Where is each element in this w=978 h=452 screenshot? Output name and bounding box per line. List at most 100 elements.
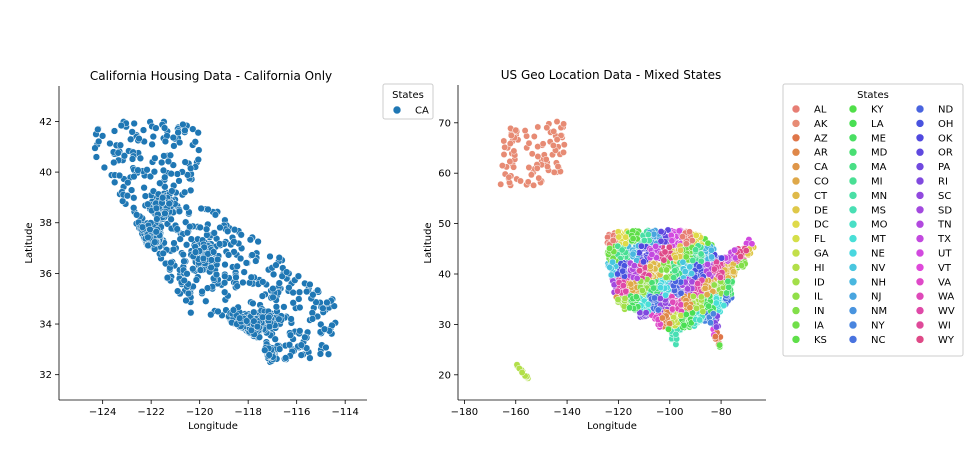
data-point xyxy=(648,251,656,258)
legend-label: ME xyxy=(871,133,886,144)
x-tick-label: −122 xyxy=(137,407,164,418)
data-point-ca xyxy=(163,274,172,282)
scatter-points xyxy=(497,118,758,382)
data-point-ca xyxy=(275,279,283,287)
data-point-ca xyxy=(269,285,277,293)
data-point-ca xyxy=(285,284,293,292)
legend-label: OH xyxy=(938,119,953,130)
legend-label: AR xyxy=(814,148,828,159)
legend-marker xyxy=(848,219,858,229)
data-point xyxy=(632,293,640,301)
data-point-ca xyxy=(169,161,177,169)
data-point-ca xyxy=(297,351,305,359)
legend-label: MI xyxy=(871,177,883,188)
data-point-ca xyxy=(119,197,127,205)
data-point xyxy=(666,320,674,328)
legend-marker xyxy=(848,119,858,128)
legend-label: DE xyxy=(814,205,828,216)
legend-marker xyxy=(915,291,925,301)
data-point-ca xyxy=(196,223,204,232)
data-point-ak xyxy=(533,164,541,172)
data-point-ca xyxy=(159,166,168,175)
legend-label: HI xyxy=(814,263,824,274)
chart-title: US Geo Location Data - Mixed States xyxy=(501,68,721,82)
legend-marker xyxy=(915,119,925,128)
data-point xyxy=(677,246,685,254)
y-tick-label: 34 xyxy=(39,320,52,331)
data-point-ca xyxy=(167,170,175,178)
data-point-ca xyxy=(167,259,175,267)
data-point xyxy=(694,280,702,288)
x-ticks: −180 −160 −140 −120 −100 −80 xyxy=(451,400,732,418)
data-point xyxy=(622,287,630,295)
data-point-ca xyxy=(180,276,188,285)
legend-marker xyxy=(915,219,925,229)
legend-marker xyxy=(791,147,801,157)
data-point-ca xyxy=(110,158,118,167)
data-point-ca xyxy=(224,227,232,235)
data-point xyxy=(689,292,697,300)
x-axis-label: Longitude xyxy=(188,421,238,432)
legend-label: OR xyxy=(938,148,953,159)
legend-marker xyxy=(791,234,801,243)
data-point-ca xyxy=(221,272,229,280)
y-tick-label: 38 xyxy=(39,218,52,229)
data-point xyxy=(704,239,712,247)
legend-label: SD xyxy=(938,205,952,216)
data-point xyxy=(686,304,694,312)
legend-label: MT xyxy=(871,234,887,245)
data-point xyxy=(688,270,696,277)
legend-label: MO xyxy=(871,220,888,231)
data-point-ca xyxy=(94,125,102,134)
data-point xyxy=(731,246,738,254)
data-point xyxy=(692,231,700,239)
data-point-ca xyxy=(247,273,255,281)
legend-marker xyxy=(915,205,925,215)
data-point-ca xyxy=(135,134,143,143)
legend-marker xyxy=(848,205,858,215)
data-point-ca xyxy=(230,238,238,246)
legend-marker xyxy=(915,306,925,315)
data-point-ca xyxy=(209,248,218,256)
legend-marker xyxy=(848,335,858,344)
data-point-ca xyxy=(136,154,145,162)
x-tick-label: −140 xyxy=(553,407,580,418)
data-point-ca xyxy=(215,240,224,248)
data-point-ca xyxy=(151,154,159,162)
data-point-ca xyxy=(189,265,197,273)
data-point xyxy=(682,311,690,318)
data-point-ak xyxy=(527,171,535,179)
data-point-ca xyxy=(322,343,330,352)
legend-label: VT xyxy=(938,263,952,274)
data-point-ca xyxy=(160,152,168,160)
data-point-ca xyxy=(211,211,220,219)
data-point-ca xyxy=(186,223,194,231)
data-point-ca xyxy=(275,254,283,262)
data-point-ca xyxy=(169,245,178,254)
data-point xyxy=(697,293,705,301)
legend-marker xyxy=(915,320,925,330)
chart-title: California Housing Data - California Onl… xyxy=(90,69,332,83)
data-point xyxy=(629,250,637,258)
data-point-ca xyxy=(159,249,167,258)
data-point-ca xyxy=(261,346,269,354)
y-tick-label: 36 xyxy=(39,269,52,280)
data-point xyxy=(677,289,685,297)
data-point-ca xyxy=(111,178,119,186)
data-point xyxy=(622,240,629,248)
data-point-ca xyxy=(286,331,295,339)
legend-marker xyxy=(791,320,801,330)
data-point xyxy=(705,270,713,278)
legend-label: MN xyxy=(871,191,887,202)
data-point xyxy=(738,262,746,269)
data-point-ca xyxy=(283,268,291,276)
x-tick-label: −160 xyxy=(502,407,529,418)
data-point-ca xyxy=(123,192,132,200)
legend-label: CO xyxy=(814,177,829,188)
y-tick-label: 40 xyxy=(438,270,451,281)
data-point-ca xyxy=(296,327,304,335)
data-point-ak xyxy=(543,124,551,132)
legend-label: UT xyxy=(938,249,952,260)
legend-label: KS xyxy=(814,335,827,346)
data-point xyxy=(707,319,714,327)
